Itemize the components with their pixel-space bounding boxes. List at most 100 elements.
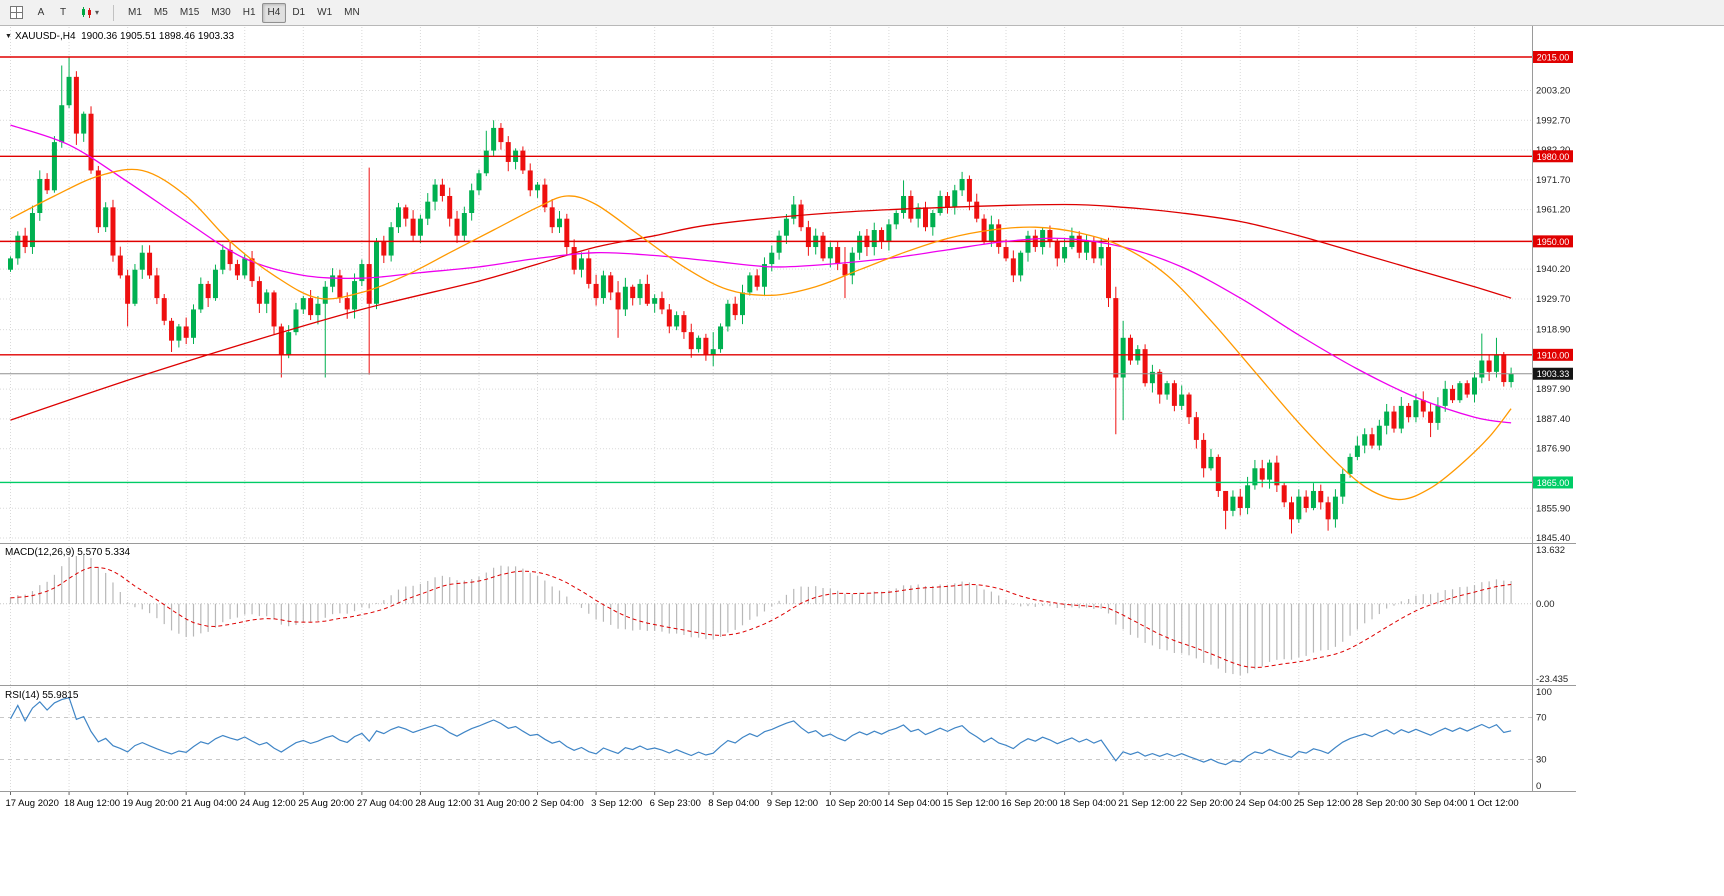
candle [1420, 391, 1426, 418]
candle [1428, 403, 1434, 438]
macd-axis-label: 13.632 [1536, 545, 1565, 556]
candle [710, 332, 716, 367]
collapse-icon[interactable]: ▼ [5, 33, 12, 40]
candle [747, 272, 753, 296]
candle [1084, 235, 1090, 261]
candle [95, 165, 101, 233]
charts-grid-icon[interactable] [4, 3, 29, 23]
candle [1318, 484, 1324, 510]
candle [1508, 367, 1514, 388]
candle [176, 323, 182, 348]
timeframe-h4-button[interactable]: H4 [261, 2, 287, 23]
time-axis-label: 1 Oct 12:00 [1470, 798, 1519, 809]
candle [1237, 488, 1243, 516]
candle [923, 201, 928, 232]
candle [264, 289, 270, 314]
timeframe-m1-button[interactable]: M1 [122, 3, 148, 23]
time-axis-label: 25 Aug 20:00 [298, 798, 354, 809]
candle [1193, 411, 1199, 449]
ma-fast-orange[interactable] [10, 168, 1512, 501]
time-axis-label: 17 Aug 2020 [6, 798, 59, 809]
chart-ohlc-values: 1900.36 1905.51 1898.46 1903.33 [81, 31, 235, 42]
macd-axis-label: -23.435 [1536, 674, 1568, 685]
time-axis-label: 28 Aug 12:00 [415, 798, 471, 809]
candle [1230, 490, 1236, 517]
candle [308, 289, 314, 321]
arrow-tool-button[interactable]: A [31, 3, 51, 23]
candle [234, 259, 240, 280]
timeframe-h1-button[interactable]: H1 [237, 3, 262, 23]
candle [842, 247, 848, 299]
resistance-price-tag [1533, 150, 1573, 163]
time-axis-label: 21 Sep 12:00 [1118, 798, 1175, 809]
candle [644, 274, 650, 306]
candle [776, 230, 782, 260]
candle [732, 296, 738, 321]
candle [300, 295, 306, 314]
candle [1003, 239, 1009, 262]
candle [564, 213, 570, 255]
candle [549, 199, 555, 234]
candle [527, 163, 533, 197]
candle [1347, 453, 1353, 478]
time-axis-label: 2 Sep 04:00 [533, 798, 584, 809]
candle [1442, 380, 1448, 412]
candle [476, 169, 482, 195]
candle [256, 276, 262, 313]
candle [754, 269, 760, 291]
indicator-template-button[interactable]: ▾ [75, 3, 105, 23]
current-price-price-tag-label: 1903.33 [1537, 369, 1570, 379]
timeframe-m15-button[interactable]: M15 [174, 3, 205, 23]
timeframe-m30-button[interactable]: M30 [205, 3, 236, 23]
timeframe-m5-button[interactable]: M5 [148, 3, 174, 23]
time-axis-label: 24 Aug 12:00 [240, 798, 296, 809]
time-axis-label: 19 Aug 20:00 [123, 798, 179, 809]
candle [447, 187, 453, 227]
candle [469, 183, 475, 221]
candle [1479, 333, 1485, 384]
price-gridlines [0, 89, 1532, 539]
resistance-price-tag [1533, 348, 1573, 361]
timeframe-d1-button[interactable]: D1 [286, 3, 311, 23]
candle [908, 190, 914, 223]
candle [432, 179, 438, 211]
candle [220, 244, 226, 275]
ma-slow-red[interactable] [10, 203, 1512, 421]
time-axis-label: 31 Aug 20:00 [474, 798, 530, 809]
price-scale[interactable]: 2003.201992.701982.201971.701961.201940.… [1533, 51, 1573, 792]
rsi-axis-label: 0 [1536, 781, 1541, 792]
ma-mid-magenta[interactable] [10, 124, 1512, 424]
time-axis-label: 8 Sep 04:00 [708, 798, 759, 809]
candle [1457, 381, 1463, 403]
candle [1252, 459, 1258, 490]
text-tool-button[interactable]: T [53, 3, 73, 23]
timeframe-w1-button[interactable]: W1 [311, 3, 338, 23]
candle [1486, 355, 1492, 381]
timeframe-mn-button[interactable]: MN [338, 3, 366, 23]
candle [593, 274, 599, 306]
candle [652, 294, 658, 313]
resistance-price-tag [1533, 235, 1573, 248]
candle [1149, 364, 1155, 393]
candle [491, 120, 497, 157]
support-price-tag-label: 1865.00 [1537, 478, 1570, 488]
price-tick-label: 2003.20 [1536, 85, 1570, 96]
candle [66, 56, 72, 109]
time-scale[interactable]: 17 Aug 2020 18 Aug 12:00 19 Aug 20:00 21 Au… [6, 792, 1519, 809]
candle [410, 210, 416, 241]
rsi-axis-label: 100 [1536, 687, 1552, 698]
price-tick-label: 1876.90 [1536, 444, 1570, 455]
resistance-price-tag-label: 1950.00 [1537, 237, 1570, 247]
macd-histogram [9, 553, 1512, 676]
candle [1354, 436, 1360, 461]
candle [417, 214, 423, 243]
candle [125, 269, 131, 327]
candle [330, 268, 336, 293]
candle [1208, 448, 1214, 471]
candle [783, 214, 789, 244]
candle [1289, 496, 1294, 534]
candle [139, 245, 145, 279]
candle [37, 170, 43, 221]
resistance-price-tag-label: 2015.00 [1537, 53, 1570, 63]
